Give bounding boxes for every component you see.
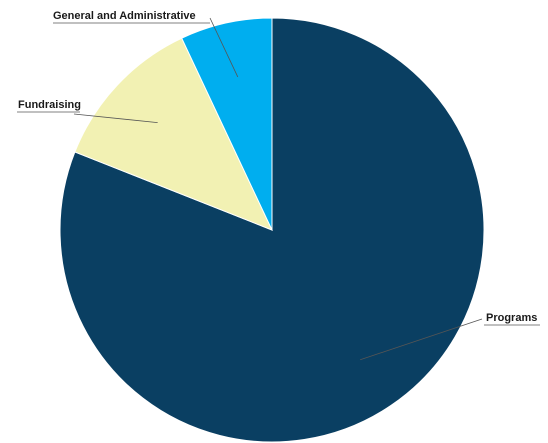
pie-slice-fundraising xyxy=(74,37,273,231)
leader-line-general-and-administrative xyxy=(209,17,239,78)
labels-layer: Programs Fundraising General and Administr… xyxy=(17,10,540,361)
leader-line-programs xyxy=(360,318,483,361)
leader-line-fundraising xyxy=(73,113,158,124)
pie-slice-general-and-administrative xyxy=(181,17,273,231)
slices-layer xyxy=(59,17,485,443)
slice-label-general-and-administrative: General and Administrative xyxy=(53,10,196,22)
slice-label-fundraising: Fundraising xyxy=(18,99,81,111)
slice-label-programs: Programs xyxy=(486,312,537,324)
